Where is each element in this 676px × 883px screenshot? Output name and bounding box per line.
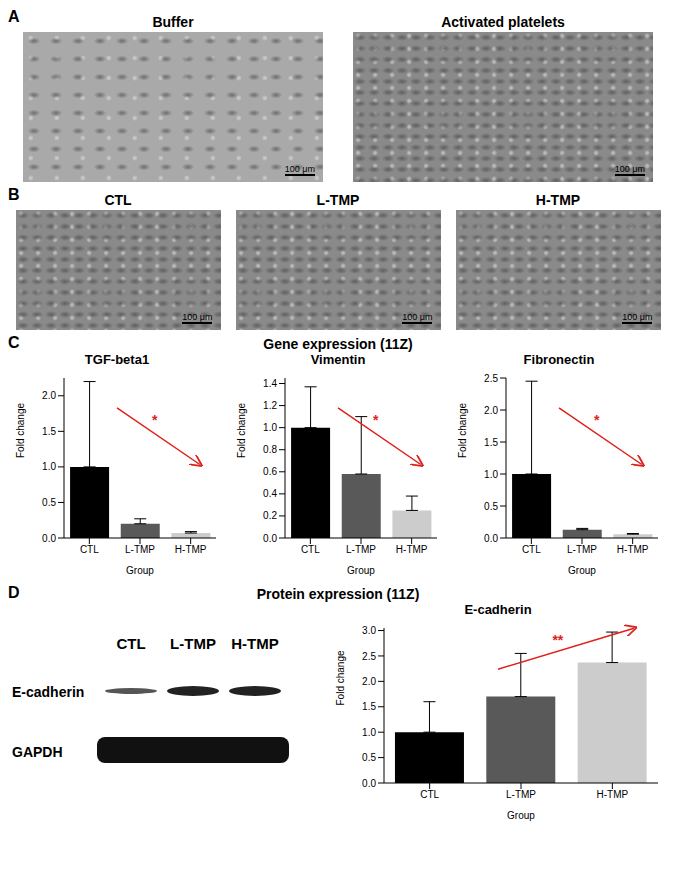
svg-text:0.4: 0.4 bbox=[263, 488, 277, 499]
svg-text:0.6: 0.6 bbox=[263, 466, 277, 477]
svg-text:Fold change: Fold change bbox=[457, 403, 468, 458]
svg-text:2.5: 2.5 bbox=[362, 651, 376, 662]
html-text:TGF-beta1: TGF-beta1 bbox=[84, 352, 150, 367]
html-text:C: C bbox=[8, 334, 20, 351]
html-text:H-TMP: H-TMP bbox=[535, 192, 581, 208]
html-text:Fibronectin: Fibronectin bbox=[523, 352, 595, 367]
svg-text:0.0: 0.0 bbox=[484, 533, 498, 544]
html-text:Buffer: Buffer bbox=[152, 14, 194, 30]
html-text:100 μm: 100 μm bbox=[614, 164, 645, 174]
svg-text:Fold change: Fold change bbox=[236, 403, 247, 458]
svg-text:H-TMP: H-TMP bbox=[596, 789, 628, 800]
svg-text:0.2: 0.2 bbox=[263, 510, 277, 521]
svg-text:Group: Group bbox=[347, 565, 375, 576]
svg-text:1.0: 1.0 bbox=[484, 469, 498, 480]
svg-text:H-TMP: H-TMP bbox=[617, 544, 649, 555]
svg-text:Fold change: Fold change bbox=[15, 403, 26, 458]
html-text:100 μm: 100 μm bbox=[402, 312, 433, 322]
svg-text:CTL: CTL bbox=[301, 544, 320, 555]
svg-text:0.0: 0.0 bbox=[362, 778, 376, 789]
svg-text:Group: Group bbox=[126, 565, 154, 576]
svg-text:2.5: 2.5 bbox=[484, 373, 498, 384]
svg-text:L-TMP: L-TMP bbox=[506, 789, 536, 800]
svg-text:L-TMP: L-TMP bbox=[125, 544, 155, 555]
html-text:CTL: CTL bbox=[104, 192, 132, 208]
html-text:L-TMP: L-TMP bbox=[316, 192, 360, 208]
svg-text:0.5: 0.5 bbox=[362, 752, 376, 763]
html-text:A: A bbox=[8, 8, 20, 25]
svg-text:0.5: 0.5 bbox=[484, 501, 498, 512]
html-text:100 μm: 100 μm bbox=[182, 312, 213, 322]
html-text:Activated platelets: Activated platelets bbox=[441, 14, 565, 30]
html-text:B: B bbox=[8, 186, 20, 203]
svg-text:1.5: 1.5 bbox=[362, 701, 376, 712]
html-text:D: D bbox=[8, 584, 20, 601]
svg-text:H-TMP: H-TMP bbox=[175, 544, 207, 555]
svg-text:1.0: 1.0 bbox=[263, 422, 277, 433]
svg-text:Fold change: Fold change bbox=[335, 650, 346, 705]
svg-text:H-TMP: H-TMP bbox=[231, 635, 279, 652]
svg-text:Group: Group bbox=[507, 810, 535, 821]
svg-text:Group: Group bbox=[568, 565, 596, 576]
html-text:100 μm: 100 μm bbox=[622, 312, 653, 322]
svg-text:L-TMP: L-TMP bbox=[567, 544, 597, 555]
svg-text:1.5: 1.5 bbox=[42, 426, 56, 437]
svg-text:GAPDH: GAPDH bbox=[12, 744, 63, 760]
html-text:100 μm: 100 μm bbox=[284, 164, 315, 174]
svg-text:0.0: 0.0 bbox=[42, 533, 56, 544]
svg-text:2.0: 2.0 bbox=[484, 405, 498, 416]
svg-text:3.0: 3.0 bbox=[362, 625, 376, 636]
svg-text:CTL: CTL bbox=[116, 635, 145, 652]
svg-text:CTL: CTL bbox=[80, 544, 99, 555]
html-text:E-cadherin: E-cadherin bbox=[464, 602, 532, 617]
svg-text:0.5: 0.5 bbox=[42, 497, 56, 508]
html-text:Vimentin: Vimentin bbox=[310, 352, 366, 367]
svg-text:0.0: 0.0 bbox=[263, 533, 277, 544]
html-text:Gene expression (11Z): Gene expression (11Z) bbox=[263, 336, 413, 352]
svg-text:CTL: CTL bbox=[420, 789, 439, 800]
svg-text:0.8: 0.8 bbox=[263, 444, 277, 455]
svg-text:1.4: 1.4 bbox=[263, 378, 277, 389]
svg-text:1.5: 1.5 bbox=[484, 437, 498, 448]
svg-text:L-TMP: L-TMP bbox=[346, 544, 376, 555]
svg-text:2.0: 2.0 bbox=[362, 676, 376, 687]
svg-text:CTL: CTL bbox=[522, 544, 541, 555]
svg-text:1.2: 1.2 bbox=[263, 400, 277, 411]
svg-text:H-TMP: H-TMP bbox=[396, 544, 428, 555]
svg-text:1.0: 1.0 bbox=[362, 727, 376, 738]
html-text:Protein expression (11Z): Protein expression (11Z) bbox=[256, 586, 420, 602]
svg-text:2.0: 2.0 bbox=[42, 390, 56, 401]
svg-text:E-cadherin: E-cadherin bbox=[12, 684, 84, 700]
svg-text:L-TMP: L-TMP bbox=[170, 635, 216, 652]
svg-text:1.0: 1.0 bbox=[42, 461, 56, 472]
